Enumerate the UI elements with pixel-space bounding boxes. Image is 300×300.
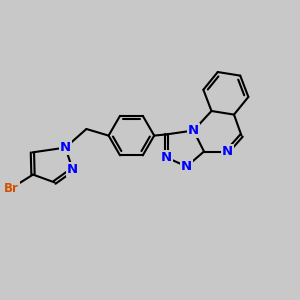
- Text: N: N: [60, 141, 71, 154]
- Text: N: N: [181, 160, 192, 173]
- Text: N: N: [161, 151, 172, 164]
- Text: N: N: [67, 163, 78, 176]
- Text: N: N: [188, 124, 199, 137]
- Text: Br: Br: [4, 182, 19, 195]
- Text: N: N: [222, 145, 233, 158]
